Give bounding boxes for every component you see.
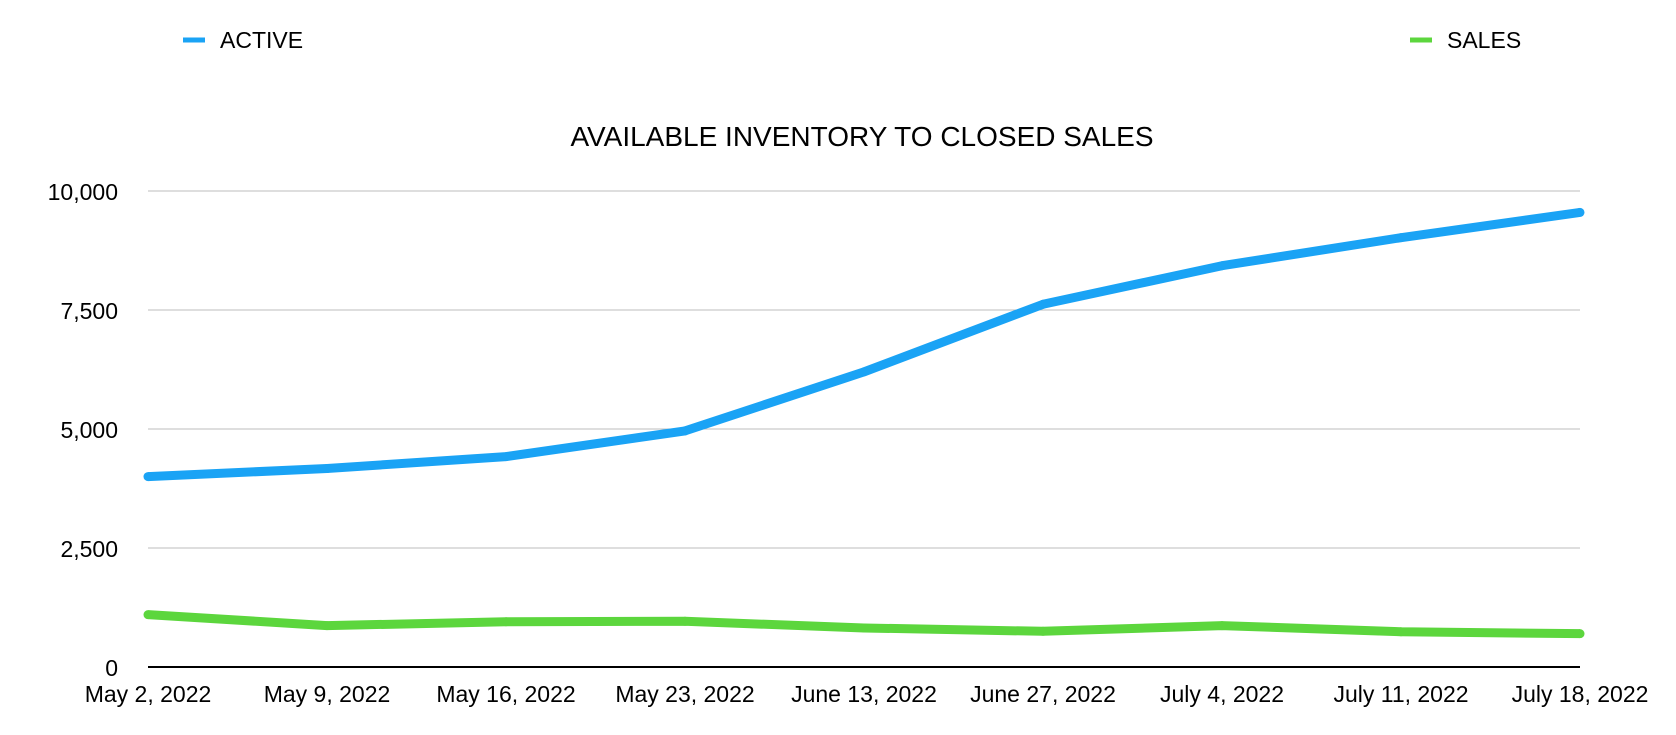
series-active [143, 207, 1585, 482]
data-point [1575, 629, 1585, 639]
x-tick-label: May 16, 2022 [436, 681, 575, 707]
data-point [859, 623, 869, 633]
x-tick-label: June 13, 2022 [791, 681, 937, 707]
chart-title: AVAILABLE INVENTORY TO CLOSED SALES [570, 121, 1153, 152]
legend-item-sales: SALES [1410, 27, 1521, 53]
data-point [1396, 233, 1406, 243]
series-sales [143, 610, 1585, 639]
legend-label: SALES [1447, 27, 1521, 53]
y-gridlines [148, 190, 1580, 549]
x-tick-label: June 27, 2022 [970, 681, 1116, 707]
y-tick-label: 2,500 [60, 536, 118, 562]
data-point [143, 610, 153, 620]
data-point [501, 452, 511, 462]
legend-label: ACTIVE [220, 27, 303, 53]
data-point [680, 616, 690, 626]
x-tick-label: May 2, 2022 [85, 681, 212, 707]
x-tick-label: July 4, 2022 [1160, 681, 1284, 707]
y-tick-label: 0 [105, 655, 118, 681]
x-axis: May 2, 2022 May 9, 2022 May 16, 2022 May 23… [85, 666, 1649, 707]
data-point [1038, 626, 1048, 636]
data-point [143, 472, 153, 482]
legend-item-active: ACTIVE [183, 27, 303, 53]
data-point [1217, 261, 1227, 271]
series-line [147, 207, 1581, 482]
y-tick-label: 5,000 [60, 417, 118, 443]
y-tick-label: 10,000 [48, 179, 118, 205]
x-tick-label: July 11, 2022 [1333, 681, 1468, 707]
data-point [1575, 207, 1585, 217]
data-point [322, 464, 332, 474]
data-point [322, 621, 332, 631]
y-tick-label: 7,500 [60, 298, 118, 324]
data-point [1217, 621, 1227, 631]
data-point [1396, 627, 1406, 637]
x-tick-label: May 23, 2022 [615, 681, 754, 707]
data-point [1038, 299, 1048, 309]
data-point [501, 617, 511, 627]
x-tick-label: May 9, 2022 [264, 681, 391, 707]
chart-legend: ACTIVE SALES [183, 27, 1521, 53]
data-point [680, 426, 690, 436]
series-layer [143, 207, 1585, 639]
y-axis: 0 2,500 5,000 7,500 10,000 [48, 179, 118, 681]
x-tick-label: July 18, 2022 [1512, 681, 1649, 707]
data-point [859, 367, 869, 377]
